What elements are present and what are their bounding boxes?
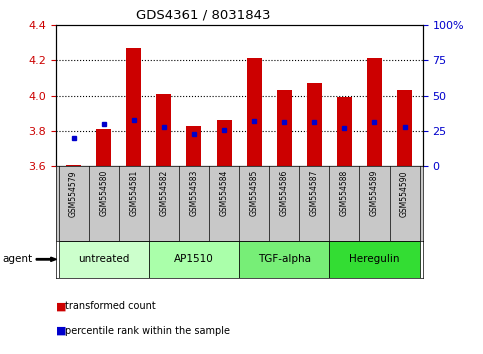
Text: GDS4361 / 8031843: GDS4361 / 8031843 — [136, 9, 270, 22]
Text: percentile rank within the sample: percentile rank within the sample — [65, 326, 230, 336]
Bar — [156, 94, 171, 166]
Text: GSM554583: GSM554583 — [189, 170, 199, 217]
Bar — [329, 241, 420, 278]
Text: GSM554584: GSM554584 — [220, 170, 228, 217]
Text: GSM554586: GSM554586 — [280, 170, 289, 217]
Bar — [337, 97, 352, 166]
Text: untreated: untreated — [78, 254, 129, 264]
Text: GSM554587: GSM554587 — [310, 170, 319, 217]
Bar — [96, 129, 111, 166]
Bar — [277, 90, 292, 166]
Bar — [367, 58, 382, 166]
Text: GSM554582: GSM554582 — [159, 170, 169, 216]
Text: transformed count: transformed count — [65, 301, 156, 311]
Bar — [397, 90, 412, 166]
Bar — [66, 165, 81, 166]
Bar — [126, 48, 142, 166]
Text: GSM554590: GSM554590 — [400, 170, 409, 217]
Text: agent: agent — [2, 254, 32, 264]
Bar — [149, 241, 239, 278]
Text: TGF-alpha: TGF-alpha — [258, 254, 311, 264]
Text: GSM554581: GSM554581 — [129, 170, 138, 216]
Text: GSM554589: GSM554589 — [370, 170, 379, 217]
Bar — [58, 241, 149, 278]
Text: ■: ■ — [56, 326, 66, 336]
Bar — [239, 241, 329, 278]
Text: ■: ■ — [56, 301, 66, 311]
Text: Heregulin: Heregulin — [349, 254, 400, 264]
Bar — [186, 126, 201, 166]
Bar — [247, 58, 262, 166]
Bar — [307, 83, 322, 166]
Text: GSM554585: GSM554585 — [250, 170, 258, 217]
Text: GSM554579: GSM554579 — [69, 170, 78, 217]
Text: AP1510: AP1510 — [174, 254, 214, 264]
Text: GSM554588: GSM554588 — [340, 170, 349, 216]
Bar — [216, 120, 231, 166]
Text: GSM554580: GSM554580 — [99, 170, 108, 217]
